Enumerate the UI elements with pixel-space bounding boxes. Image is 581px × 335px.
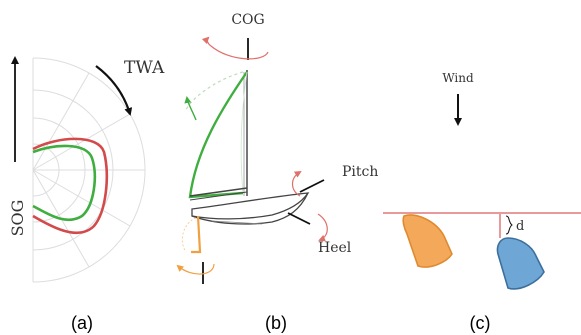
caption-c: (c) xyxy=(470,313,491,333)
sail xyxy=(188,71,248,199)
sail-swing-arc xyxy=(185,71,244,111)
rudder xyxy=(191,215,202,254)
caption-b: (b) xyxy=(265,313,287,333)
sail-leech xyxy=(240,71,248,194)
hull-deck xyxy=(191,192,310,220)
boom xyxy=(189,187,248,197)
hull-keel xyxy=(211,220,263,225)
boat-left xyxy=(402,214,453,268)
caption-a: (a) xyxy=(71,313,93,333)
panel-a: TWA SOG (a) xyxy=(8,56,165,333)
sail-swing-arrow xyxy=(184,96,197,121)
rudder-arc xyxy=(181,217,197,253)
twa-arrow xyxy=(95,65,133,116)
panel-c: Wind d (c) xyxy=(383,71,581,333)
boom-lower xyxy=(189,191,248,201)
pitch-rotation-arrow xyxy=(291,170,302,197)
pitch-axis xyxy=(299,179,325,193)
rudder-rotation-arrow xyxy=(176,263,215,275)
heel-label: Heel xyxy=(318,240,352,256)
polar-curve-inner xyxy=(32,144,97,222)
polar-curve-outer xyxy=(32,137,109,235)
heel-axis xyxy=(287,212,311,225)
wind-label: Wind xyxy=(442,71,474,85)
pitch-label: Pitch xyxy=(342,164,378,180)
cog-label: COG xyxy=(231,12,264,28)
twa-label: TWA xyxy=(124,58,165,78)
cog-rotation-arrow xyxy=(201,36,269,60)
hull-side xyxy=(191,192,309,225)
boat-right xyxy=(496,237,545,290)
distance-brace xyxy=(505,215,513,235)
sog-label: SOG xyxy=(8,200,27,237)
polar-grid xyxy=(32,57,146,283)
heel-rotation-arrow xyxy=(317,213,328,242)
panel-b: COG Pitch Heel (b) xyxy=(176,12,378,333)
distance-label: d xyxy=(516,219,524,234)
